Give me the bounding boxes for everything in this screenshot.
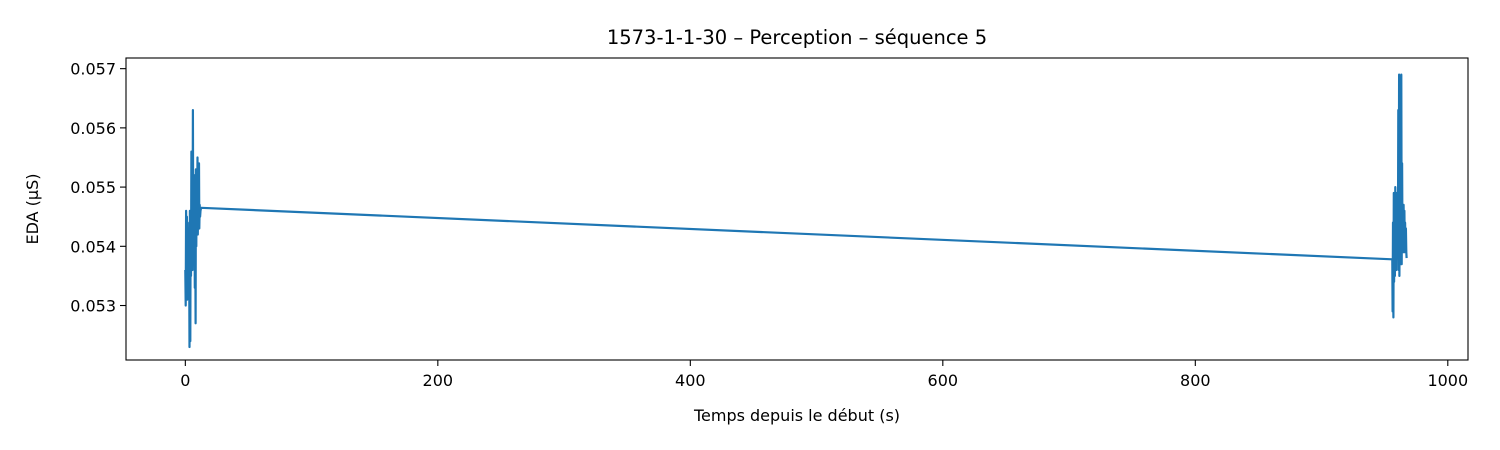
x-axis-ticks: 0 200 400 600 800 1000 bbox=[180, 360, 1468, 390]
y-tick-label: 0.053 bbox=[70, 297, 116, 316]
y-tick-label: 0.057 bbox=[70, 60, 116, 79]
plot-area-frame bbox=[125, 57, 1469, 361]
x-tick-label: 600 bbox=[928, 371, 959, 390]
x-tick-label: 800 bbox=[1180, 371, 1211, 390]
y-axis-label: EDA (µS) bbox=[23, 174, 42, 245]
x-tick-label: 1000 bbox=[1427, 371, 1468, 390]
x-axis-label: Temps depuis le début (s) bbox=[693, 406, 900, 425]
y-tick-label: 0.055 bbox=[70, 178, 116, 197]
series-line bbox=[184, 73, 1408, 349]
chart-title: 1573-1-1-30 – Perception – séquence 5 bbox=[607, 26, 987, 49]
y-tick-label: 0.056 bbox=[70, 119, 116, 138]
series-layer bbox=[184, 73, 1408, 349]
x-tick-label: 400 bbox=[675, 371, 706, 390]
x-tick-label: 0 bbox=[180, 371, 190, 390]
y-tick-label: 0.054 bbox=[70, 237, 116, 256]
x-tick-label: 200 bbox=[423, 371, 454, 390]
y-axis-ticks: 0.053 0.054 0.055 0.056 0.057 bbox=[70, 60, 126, 316]
